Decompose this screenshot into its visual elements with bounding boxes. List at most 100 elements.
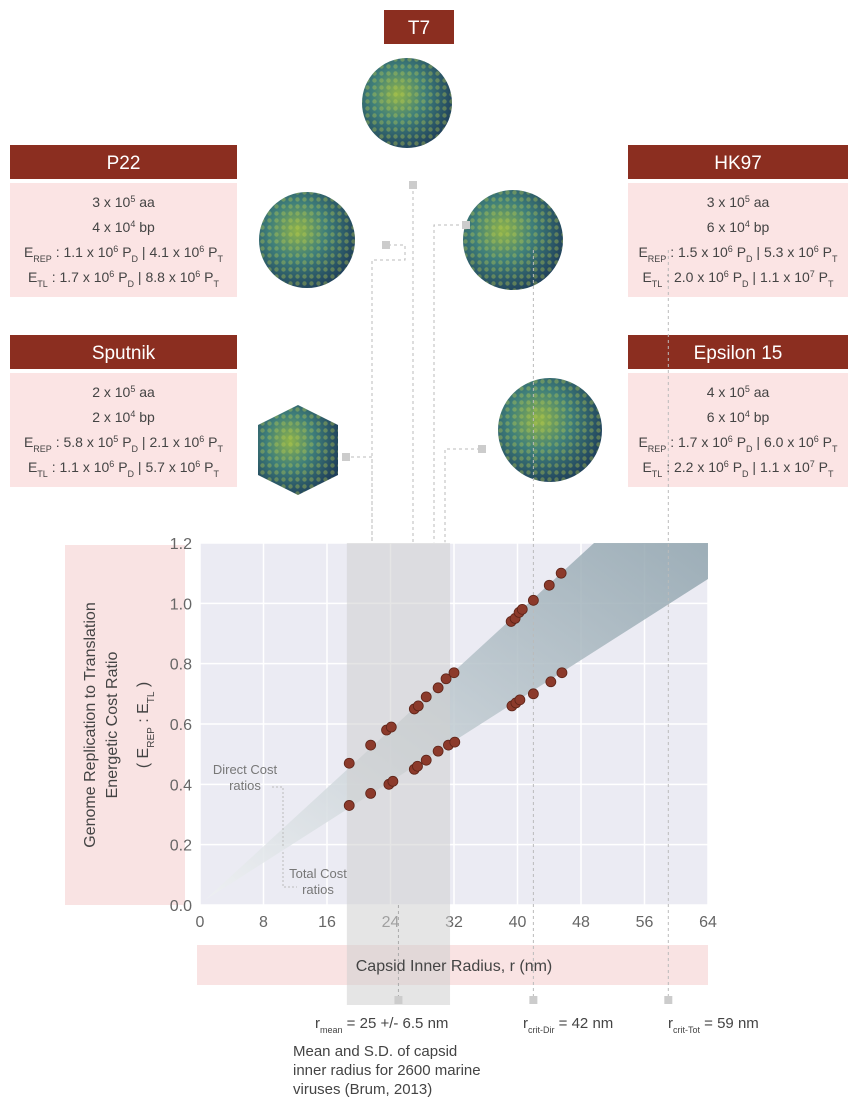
script-run: 5 xyxy=(130,384,135,394)
text-run: P xyxy=(729,269,742,285)
x-tick-label: 64 xyxy=(699,914,717,931)
script-run: TL xyxy=(146,691,157,703)
text-run: 3 x 10 xyxy=(92,194,130,210)
panel-header xyxy=(628,145,848,179)
cost-cone xyxy=(205,543,708,900)
x-tick-label: 0 xyxy=(196,914,205,931)
script-run: T xyxy=(832,444,838,454)
y-tick-label: 0.2 xyxy=(170,838,192,855)
text-run: ( E xyxy=(135,748,152,768)
rich-text: ( EREP : ETL ) xyxy=(135,682,157,768)
connector-squares xyxy=(342,181,486,461)
text-run: r xyxy=(523,1015,528,1032)
text-run: P xyxy=(114,459,127,475)
rich-text: EREP : 1.7 x 106 PD | 6.0 x 106 PT xyxy=(638,434,838,454)
script-run: TL xyxy=(37,469,48,479)
text-run: P xyxy=(200,269,213,285)
script-run: T xyxy=(214,469,220,479)
data-point xyxy=(412,700,424,712)
script-run: TL xyxy=(652,469,663,479)
script-run: T xyxy=(218,444,224,454)
data-point xyxy=(385,721,397,733)
data-point xyxy=(440,673,452,685)
script-run: 6 xyxy=(199,244,204,254)
script-run: 6 xyxy=(195,269,200,279)
script-run: REP xyxy=(146,727,157,748)
text-run: 3 x 10 xyxy=(707,194,745,210)
text-run: E xyxy=(28,269,37,285)
data-point xyxy=(412,760,423,772)
text-run: aa xyxy=(750,384,770,400)
script-run: 6 xyxy=(728,434,733,444)
text-run: : 5.8 x 10 xyxy=(52,434,114,450)
text-run: 6 x 10 xyxy=(707,219,745,235)
script-run: D xyxy=(746,254,753,264)
text-run: P xyxy=(729,459,742,475)
script-run: T xyxy=(828,469,834,479)
y-tick-label: 0.0 xyxy=(170,898,192,915)
y-tick-label: 1.0 xyxy=(170,596,192,613)
rich-text: rcrit-Tot = 59 nm xyxy=(668,1015,759,1035)
script-run: 6 xyxy=(728,244,733,254)
text-run: 4 x 10 xyxy=(707,384,745,400)
text-run: P xyxy=(204,434,217,450)
script-run: 5 xyxy=(745,384,750,394)
data-point xyxy=(420,754,432,766)
text-run: | 1.1 x 10 xyxy=(749,459,810,475)
y-label-box xyxy=(65,545,185,905)
text-run: : 1.7 x 10 xyxy=(48,269,110,285)
virus-images xyxy=(258,58,602,495)
text-run: | 1.1 x 10 xyxy=(749,269,810,285)
rich-text: ETL : 1.7 x 106 PD | 8.8 x 106 PT xyxy=(28,269,220,289)
annotation: ratios xyxy=(302,882,334,897)
data-point xyxy=(387,775,399,787)
script-run: T xyxy=(828,279,834,289)
script-run: 6 xyxy=(724,269,729,279)
text-run: P xyxy=(200,459,213,475)
text-run: | 6.0 x 10 xyxy=(753,434,814,450)
script-run: 6 xyxy=(113,244,118,254)
text-run: aa xyxy=(135,384,155,400)
text-run: r xyxy=(668,1015,673,1032)
script-run: REP xyxy=(648,444,667,454)
panel-title: Sputnik xyxy=(92,343,156,364)
text-run: = 42 nm xyxy=(555,1015,614,1032)
script-run: TL xyxy=(652,279,663,289)
text-run: E xyxy=(24,434,33,450)
text-run: P xyxy=(815,459,828,475)
script-run: 6 xyxy=(109,269,114,279)
rich-text: rcrit-Dir = 42 nm xyxy=(523,1015,613,1035)
text-run: : 2.0 x 10 xyxy=(662,269,724,285)
text-run: : 1.5 x 10 xyxy=(666,244,728,260)
text-run: bp xyxy=(135,409,155,425)
panel-header xyxy=(10,145,237,179)
rich-text: 4 x 105 aa xyxy=(707,384,770,400)
panel-title: Epsilon 15 xyxy=(694,343,783,364)
text-run: E xyxy=(638,244,647,260)
text-run: = 25 +/- 6.5 nm xyxy=(343,1015,449,1032)
annotation: Direct Cost xyxy=(213,762,278,777)
script-run: crit-Tot xyxy=(673,1025,700,1035)
text-run: aa xyxy=(135,194,155,210)
marker-square xyxy=(664,996,673,1004)
rich-text: 3 x 105 aa xyxy=(707,194,770,210)
data-point xyxy=(527,594,539,606)
rich-text: ETL : 1.1 x 106 PD | 5.7 x 106 PT xyxy=(28,459,220,479)
text-run: : 1.7 x 10 xyxy=(666,434,728,450)
text-run: | 5.3 x 10 xyxy=(753,244,814,260)
y-tick-label: 0.6 xyxy=(170,717,192,734)
panel-header xyxy=(384,10,454,44)
script-run: 6 xyxy=(195,459,200,469)
panel-title: HK97 xyxy=(714,153,762,174)
panel-box xyxy=(628,183,848,297)
annotation: ratios xyxy=(229,778,261,793)
rich-text: EREP : 1.1 x 106 PD | 4.1 x 106 PT xyxy=(24,244,224,264)
script-run: REP xyxy=(648,254,667,264)
script-run: mean xyxy=(320,1025,343,1035)
panel-box xyxy=(10,373,237,487)
marker-square xyxy=(529,996,538,1004)
script-run: D xyxy=(742,469,749,479)
text-run: E xyxy=(642,269,651,285)
